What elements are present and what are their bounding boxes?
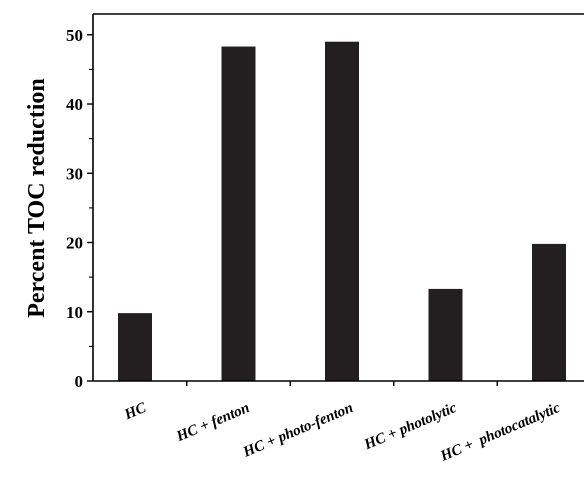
bar	[221, 46, 256, 381]
x-tick-label: HC + photo-fenton	[240, 400, 356, 461]
y-tick-label: 50	[66, 26, 83, 45]
bar	[532, 243, 566, 381]
y-tick-label: 40	[66, 95, 83, 114]
bar	[118, 313, 152, 381]
x-tick-label: HC + photolytic	[361, 400, 459, 454]
y-tick-label: 20	[66, 234, 83, 253]
y-tick-label: 0	[75, 372, 84, 391]
bar	[325, 41, 359, 381]
x-tick-label: HC	[121, 400, 149, 424]
y-tick-label: 10	[66, 303, 83, 322]
axes-group	[92, 13, 584, 382]
bars-group	[118, 41, 566, 381]
y-tick-label: 30	[66, 164, 83, 183]
y-axis-label: Percent TOC reduction	[24, 78, 50, 318]
bar	[428, 288, 463, 381]
x-tick-label: HC + fenton	[173, 400, 252, 445]
y-ticks-group: 0 10 20 30 40 50	[66, 26, 93, 391]
